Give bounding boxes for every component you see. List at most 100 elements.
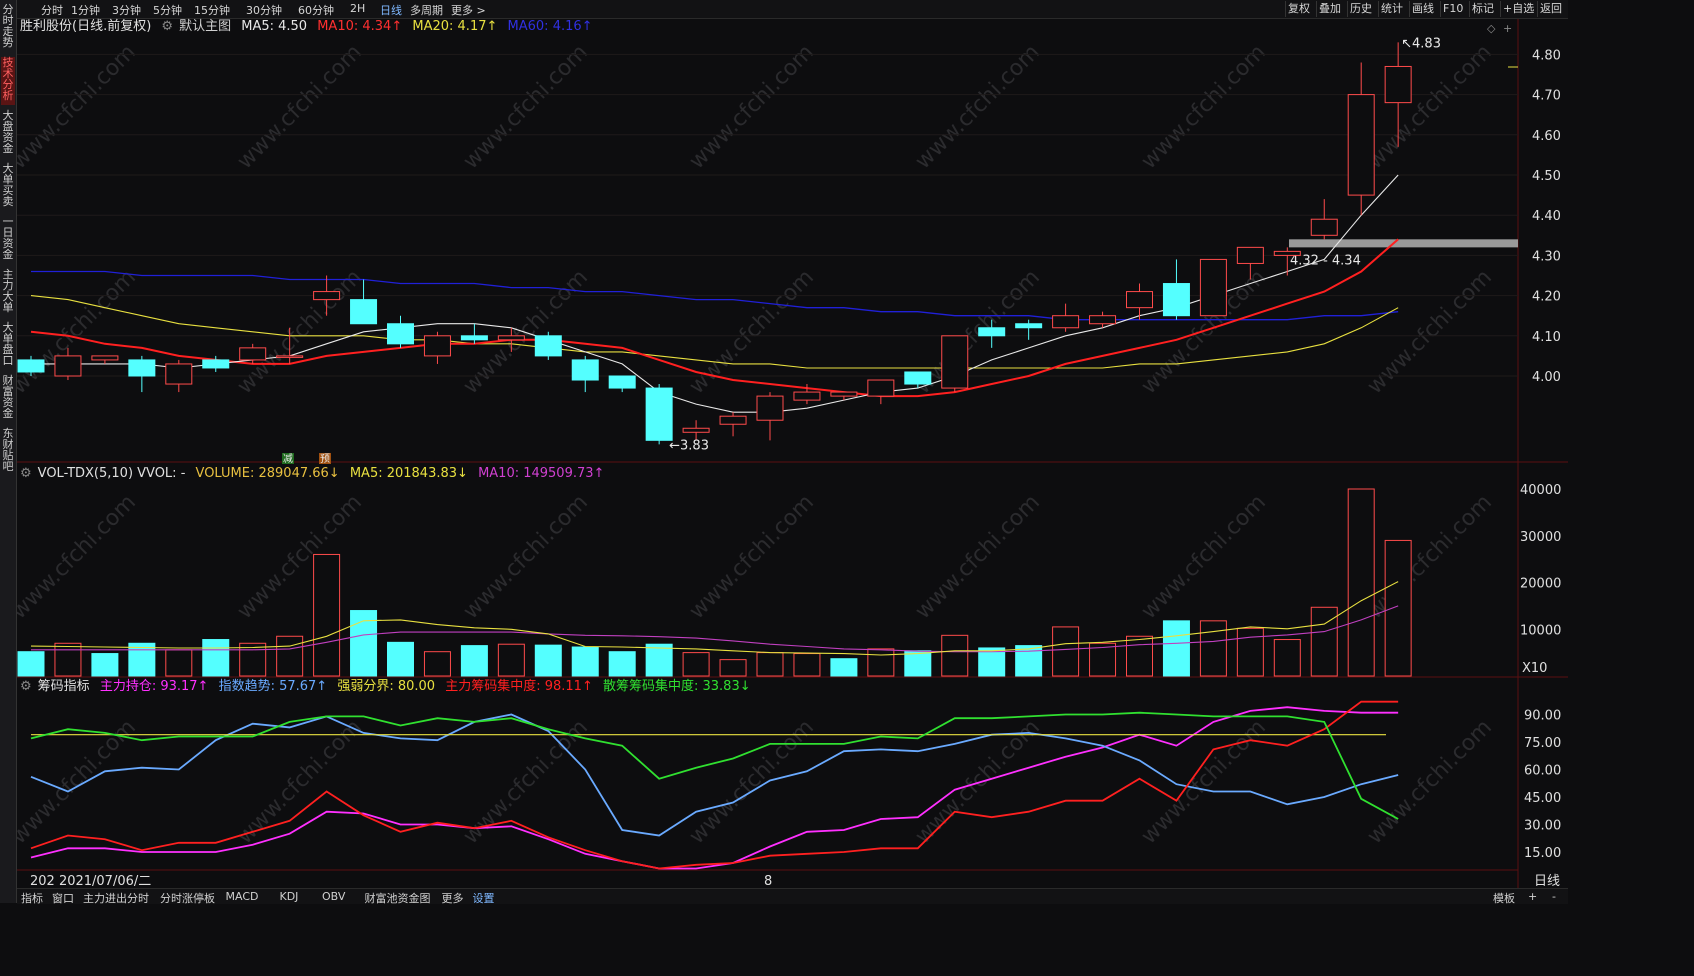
volume-bar [1236,627,1264,677]
toolbar-right-0[interactable]: 复权 [1285,1,1316,17]
volume-bar [1052,626,1080,677]
sidebar-tab-2[interactable]: 大盘资金 [2,109,14,155]
volume-bar [756,652,784,677]
toolbar-right-7[interactable]: +自选 [1500,1,1537,17]
volume-bar [978,647,1006,677]
volume-bar [202,639,230,677]
candle-body [165,363,193,385]
toolbar-right-8[interactable]: 返回 [1537,1,1568,17]
toolbar-right-6[interactable]: 标记 [1469,1,1500,17]
sidebar-tab-5[interactable]: 主力大单 [2,268,14,314]
watermark-text: www.cfchi.com [685,40,819,174]
volume-bar [645,643,673,677]
bottom-zoom-in[interactable]: + [1528,890,1538,903]
period-tab-6[interactable]: 60分钟 [298,4,334,17]
period-tab-9[interactable]: 多周期 [410,4,443,17]
period-tab-0[interactable]: 分时 [41,4,63,17]
bottom-tab-5[interactable]: KDJ [279,890,299,903]
chip-name: 筹码指标 [37,679,90,694]
zljz-line [30,700,1399,870]
period-tab-7[interactable]: 2H [350,2,366,15]
sidebar-tab-7[interactable]: 财富资金 [2,374,14,420]
bottom-zoom-out[interactable]: - [1552,890,1556,903]
bottom-tab-0[interactable]: 指标 [21,892,43,905]
candle-body [239,347,267,361]
zlcc-line [30,706,1399,870]
template-label[interactable]: 默认主图 [179,19,232,34]
candle-body [1015,323,1043,329]
candle-body [904,371,932,385]
volume-bar [91,653,119,677]
bottom-tab-4[interactable]: MACD [225,890,259,903]
candle-body [1199,258,1227,317]
toolbar-right-1[interactable]: 叠加 [1316,1,1347,17]
watermark-text: www.cfchi.com [233,490,367,624]
chip-scjz: 散筹筹码集中度: 33.83↓ [602,679,751,694]
volume-bar [571,646,599,677]
marker-jian-bg [282,453,294,464]
period-tab-2[interactable]: 3分钟 [112,4,141,17]
bottom-tab-6[interactable]: OBV [322,890,346,903]
chip-settings-icon[interactable]: ⚙ [20,679,32,694]
volume-bar [608,651,636,677]
candle-body [719,415,747,425]
volume-bar [682,652,710,677]
sidebar-tab-4[interactable]: 一日资金 [2,215,14,261]
chip-indicator-chart[interactable] [30,700,1399,870]
volume-bar [1162,620,1190,677]
toolbar-right-2[interactable]: 历史 [1347,1,1378,17]
volume-bar [1015,645,1043,677]
volume-bar [387,641,414,677]
volume-bar [1126,635,1153,677]
candle-body [128,359,156,377]
sidebar-tab-6[interactable]: 大单盘口 [2,321,14,367]
template-settings-icon[interactable]: ⚙ [161,19,174,34]
chip-tick: 30.00 [1524,819,1561,834]
bottom-template-button[interactable]: 模板 [1493,892,1515,905]
sidebar-tab-3[interactable]: 大单买卖 [2,162,14,208]
bottom-tab-8[interactable]: 更多 [441,892,464,905]
bottom-tab-1[interactable]: 窗口 [52,892,74,905]
main-price-chart[interactable]: 4.32 - 4.34↖4.83←3.83减预 [17,36,1518,465]
toolbar-right-4[interactable]: 画线 [1409,1,1440,17]
bottom-date: 202 2021/07/06/二 [30,874,151,889]
period-tab-10[interactable]: 更多 > [451,4,486,17]
sidebar-tab-8[interactable]: 东财贴吧 [2,427,14,473]
candle-body [534,335,562,357]
volume-bar [497,643,525,677]
watermark-text: www.cfchi.com [233,40,367,174]
candle-body [313,291,341,301]
volume-bar [793,653,821,677]
bottom-tab-7[interactable]: 财富池资金图 [364,892,431,905]
watermark-text: www.cfchi.com [685,490,819,624]
ma60-legend: MA60: 4.16↑ [507,19,593,34]
volume-tick: 20000 [1520,577,1561,592]
volume-tick: 10000 [1520,623,1561,638]
toolbar-right-3[interactable]: 统计 [1378,1,1409,17]
period-tab-8[interactable]: 日线 [380,4,402,17]
period-tab-1[interactable]: 1分钟 [71,4,100,17]
period-tab-3[interactable]: 5分钟 [153,4,182,17]
bottom-tab-2[interactable]: 主力进出分时 [83,892,149,905]
vol-settings-icon[interactable]: ⚙ [20,466,32,481]
volume-tick: 30000 [1520,530,1561,545]
bottom-tab-9[interactable]: 设置 [472,892,495,905]
marker-jian: 减 [283,453,293,465]
period-tab-5[interactable]: 30分钟 [246,4,282,17]
candle-body [497,335,525,341]
candle-body [682,427,710,433]
sidebar-tab-1[interactable]: 技术分析 [1,57,15,105]
low-price-label: ←3.83 [669,438,709,453]
sidebar-tab-0[interactable]: 分时走势 [2,3,14,49]
candle-body [54,355,82,377]
bottom-tab-3[interactable]: 分时涨停板 [160,892,215,905]
volume-chart[interactable] [17,488,1412,677]
candle-body [202,359,230,369]
candle-body [645,387,673,441]
toolbar-right-5[interactable]: F10 [1440,1,1469,17]
volume-bar [350,610,378,677]
chart-canvas[interactable]: www.cfchi.com www.cfchi.com www.cfchi.com w… [0,0,1568,903]
volume-bar [460,645,488,677]
period-tab-4[interactable]: 15分钟 [194,4,230,17]
watermark-text: www.cfchi.com [1137,490,1271,624]
